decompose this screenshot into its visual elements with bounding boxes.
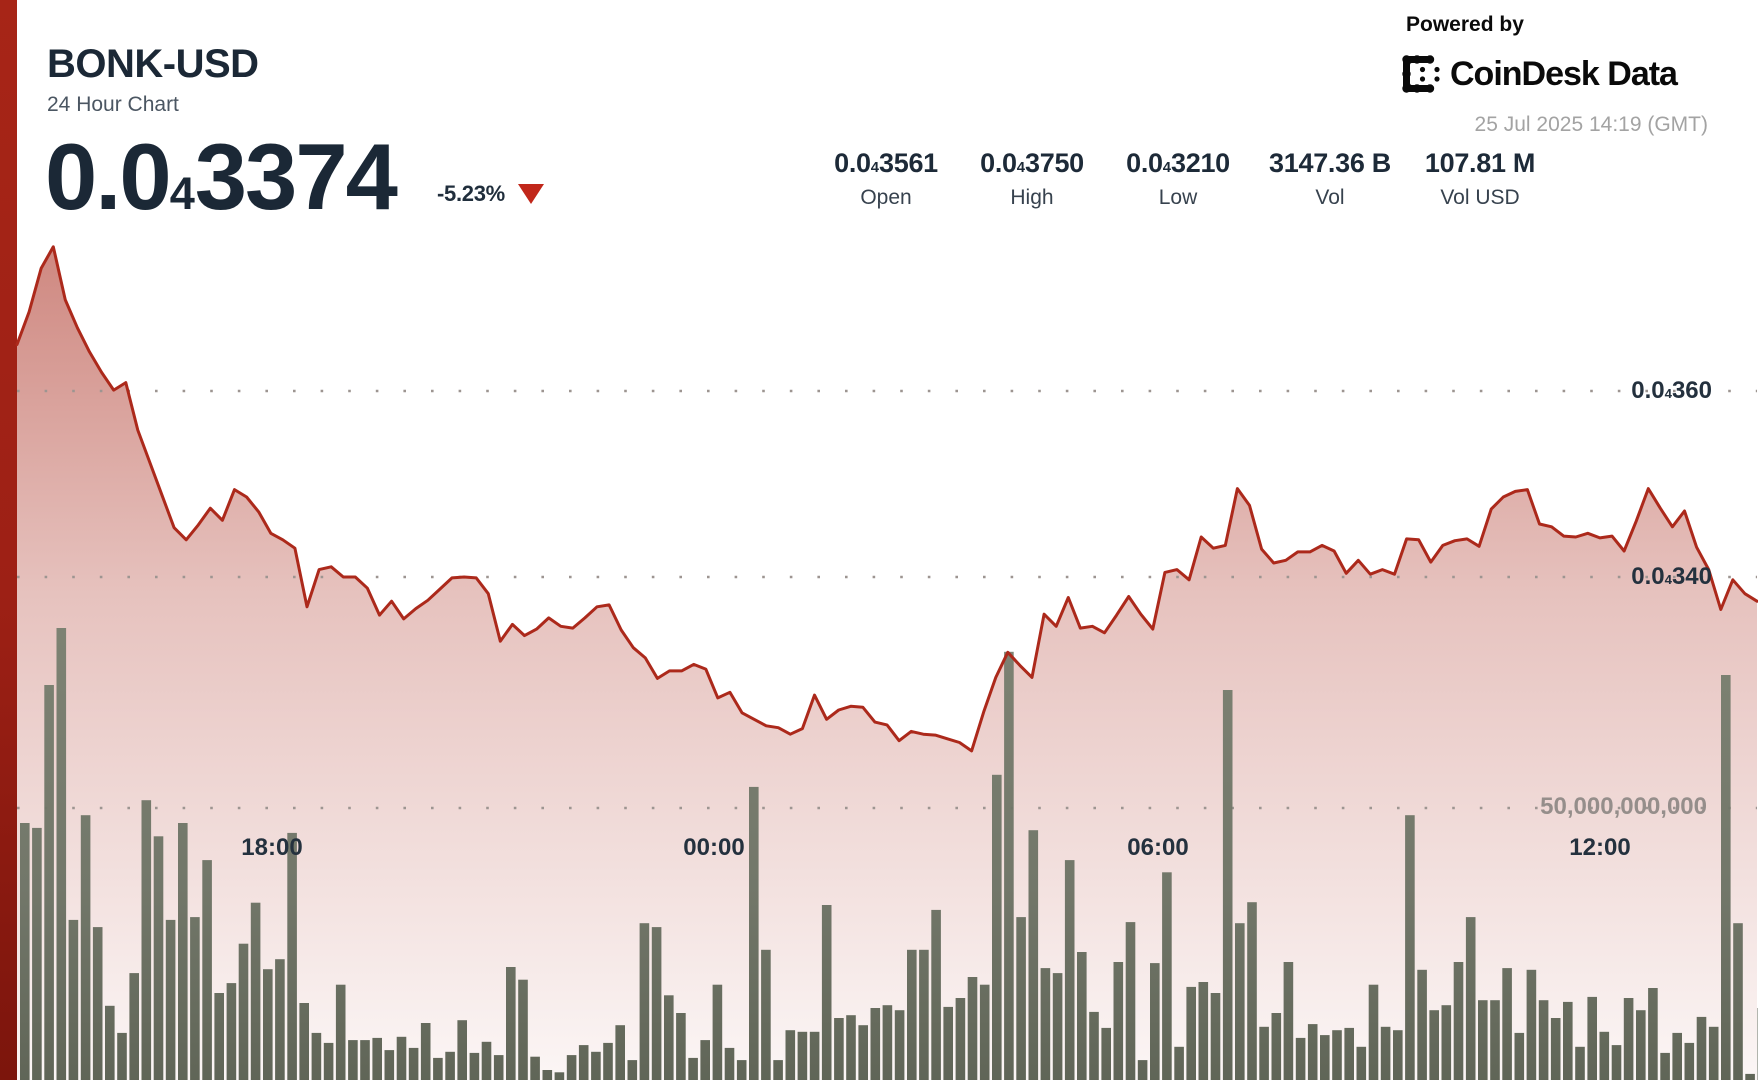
left-accent-bar	[0, 0, 17, 1080]
change-percent: -5.23%	[437, 181, 505, 206]
stat-value: 0.0	[834, 148, 871, 178]
stat-value-rest: 3561	[879, 148, 938, 178]
price-change: -5.23%	[437, 181, 544, 207]
stat-value-rest: 3147.36 B	[1269, 148, 1391, 178]
chart-subtitle: 24 Hour Chart	[47, 93, 179, 116]
stat-value-sub: 4	[1162, 160, 1172, 176]
ylab-prefix: 0.0	[1631, 563, 1665, 590]
price-subscript: 4	[169, 168, 195, 219]
stat-label: Low	[1158, 186, 1198, 209]
x-axis-tick-00-00: 00:00	[683, 834, 745, 861]
stat-open: 0.043561 Open	[834, 148, 938, 210]
x-axis-tick-18-00: 18:00	[241, 834, 303, 861]
x-axis-tick-06-00: 06:00	[1127, 834, 1189, 861]
y-axis-label-360: 0.04360	[1631, 377, 1712, 405]
price-line	[15, 245, 1758, 753]
powered-by-label: Powered by	[1406, 13, 1524, 36]
stat-value-rest: 107.81 M	[1424, 148, 1536, 178]
ylab-sub: 4	[1664, 572, 1672, 587]
y-axis-label-340: 0.04340	[1631, 563, 1712, 591]
stat-value-sub: 4	[1016, 160, 1026, 176]
symbol-title: BONK-USD	[47, 42, 259, 86]
stat-label: Vol	[1315, 186, 1345, 209]
stat-volume-usd: 107.81 M Vol USD	[1425, 148, 1535, 210]
coindesk-logo-icon	[1402, 55, 1440, 93]
stat-value: 0.0	[980, 148, 1017, 178]
ylab-prefix: 0.0	[1631, 377, 1665, 404]
ylab-rest: 340	[1671, 563, 1712, 590]
stat-label: Open	[860, 186, 912, 209]
volume-axis-label: 50,000,000,000	[1540, 793, 1707, 820]
brand[interactable]: CoinDesk Data	[1400, 53, 1678, 95]
stat-label: High	[1010, 186, 1054, 209]
down-triangle-icon	[517, 184, 544, 204]
stat-value-rest: 3210	[1171, 148, 1230, 178]
price-prefix: 0.0	[45, 124, 172, 229]
price-rest: 3374	[194, 124, 398, 229]
volume-bars	[20, 628, 1758, 1080]
ylab-sub: 4	[1664, 386, 1672, 401]
stat-value-rest: 3750	[1025, 148, 1084, 178]
stat-high: 0.043750 High	[980, 148, 1084, 210]
current-price: 0.043374	[45, 130, 398, 224]
timestamp: 25 Jul 2025 14:19 (GMT)	[1474, 113, 1708, 136]
ylab-rest: 360	[1671, 377, 1712, 404]
price-area-fill	[17, 246, 1757, 1080]
stat-value: 0.0	[1126, 148, 1163, 178]
x-axis-tick-12-00: 12:00	[1569, 834, 1631, 861]
brand-name: CoinDesk Data	[1450, 54, 1678, 93]
stat-value-sub: 4	[870, 160, 880, 176]
stat-label: Vol USD	[1440, 186, 1520, 209]
stat-volume: 3147.36 B Vol	[1269, 148, 1391, 210]
stat-low: 0.043210 Low	[1126, 148, 1230, 210]
